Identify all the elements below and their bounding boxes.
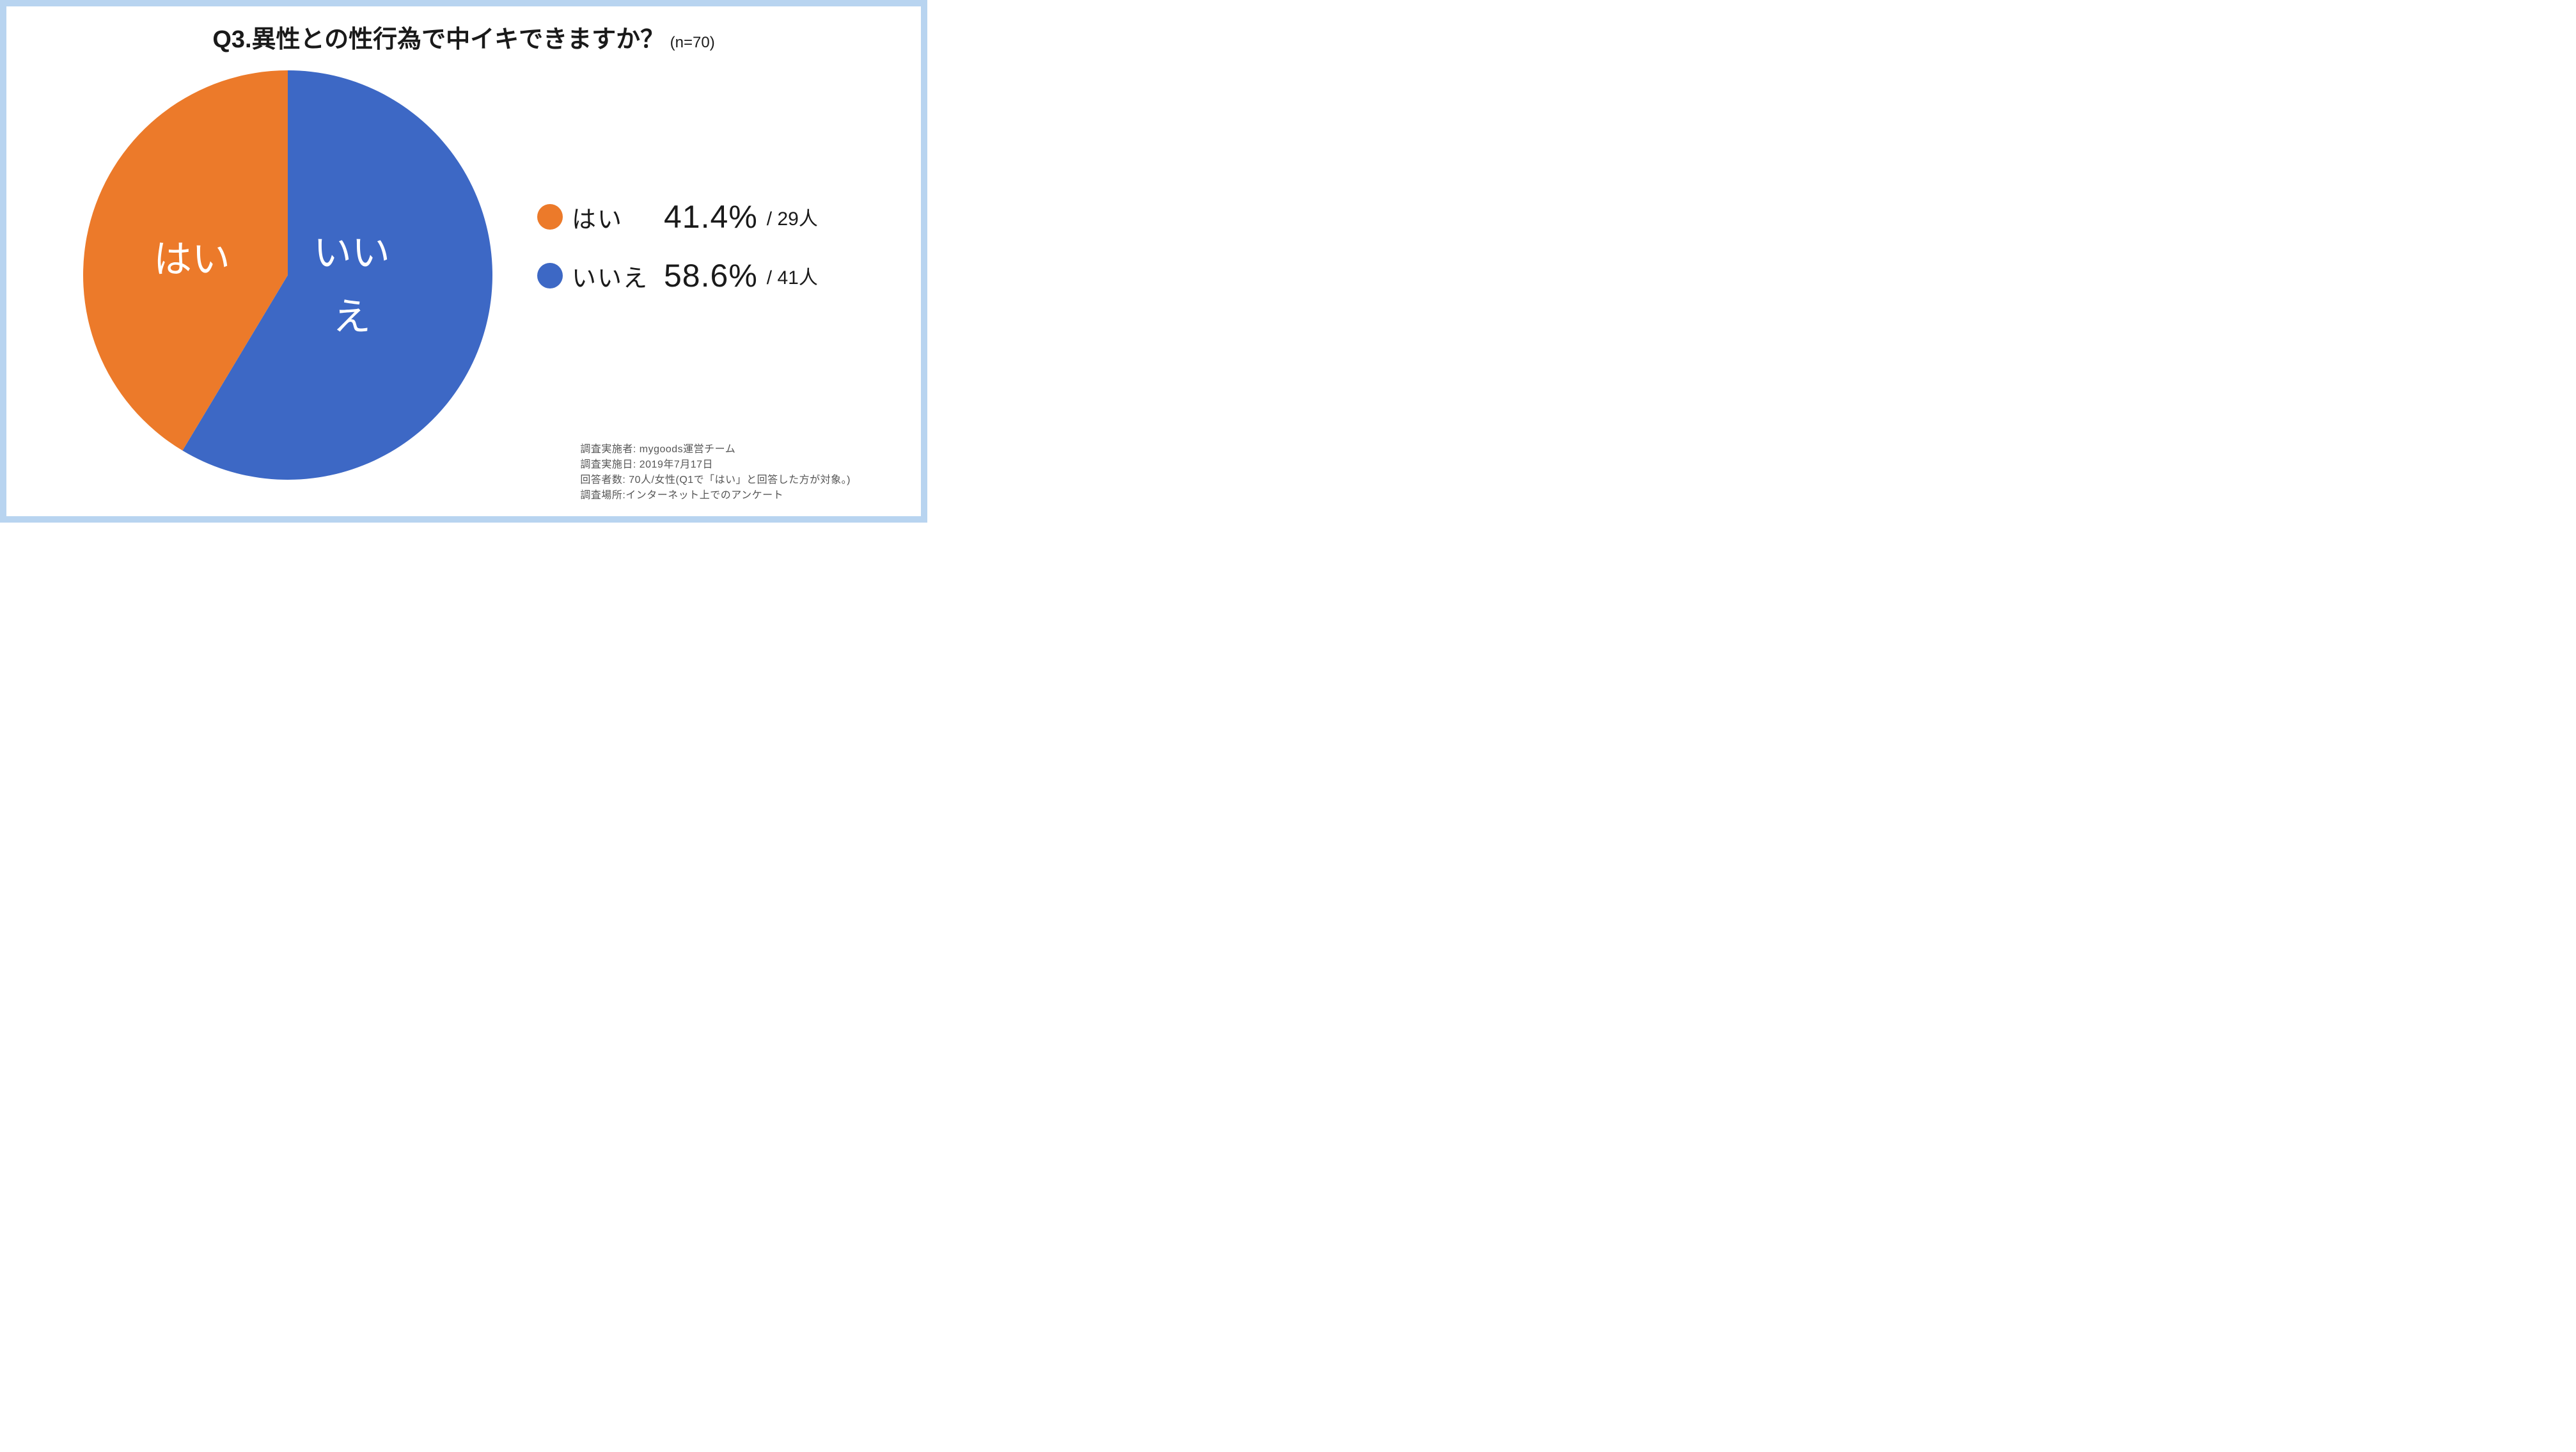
footer-line: 調査実施日: 2019年7月17日: [580, 457, 851, 473]
chart-frame: Q3.異性との性行為で中イキできますか？ (n=70) いいえはい はい41.4…: [0, 0, 927, 523]
footer-line: 回答者数: 70人/女性(Q1で「はい」と回答した方が対象。): [580, 473, 851, 488]
pie-svg: いいえ はい: [83, 70, 492, 480]
legend-row: はい 41.4% / 29人: [537, 198, 818, 235]
pie-chart: いいえ はい: [83, 70, 492, 483]
chart-title: Q3.異性との性行為で中イキできますか？: [212, 26, 664, 53]
pie-slice-label: え: [333, 296, 371, 338]
chart-n-label: (n=70): [670, 34, 715, 51]
legend-swatch-icon: [537, 263, 563, 288]
title-wrap: Q3.異性との性行為で中イキできますか？ (n=70): [6, 6, 921, 54]
legend-count: / 41人: [767, 262, 818, 290]
legend-percent: 41.4%: [664, 198, 758, 235]
footer-notes: 調査実施者: mygoods運営チーム調査実施日: 2019年7月17日回答者数…: [580, 442, 851, 503]
legend-swatch-icon: [537, 204, 563, 230]
footer-line: 調査場所:インターネット上でのアンケート: [580, 488, 851, 503]
legend-percent: 58.6%: [664, 257, 758, 294]
legend-count: / 29人: [767, 203, 818, 231]
legend-label: いいえ: [572, 258, 655, 294]
pie-slice-label: いい: [313, 232, 390, 274]
legend: はい 41.4% / 29人いいえ58.6% / 41人: [537, 198, 818, 316]
legend-label: はい: [572, 200, 655, 235]
pie-slice-label: はい: [153, 238, 230, 281]
footer-line: 調査実施者: mygoods運営チーム: [580, 442, 851, 457]
legend-row: いいえ58.6% / 41人: [537, 257, 818, 294]
